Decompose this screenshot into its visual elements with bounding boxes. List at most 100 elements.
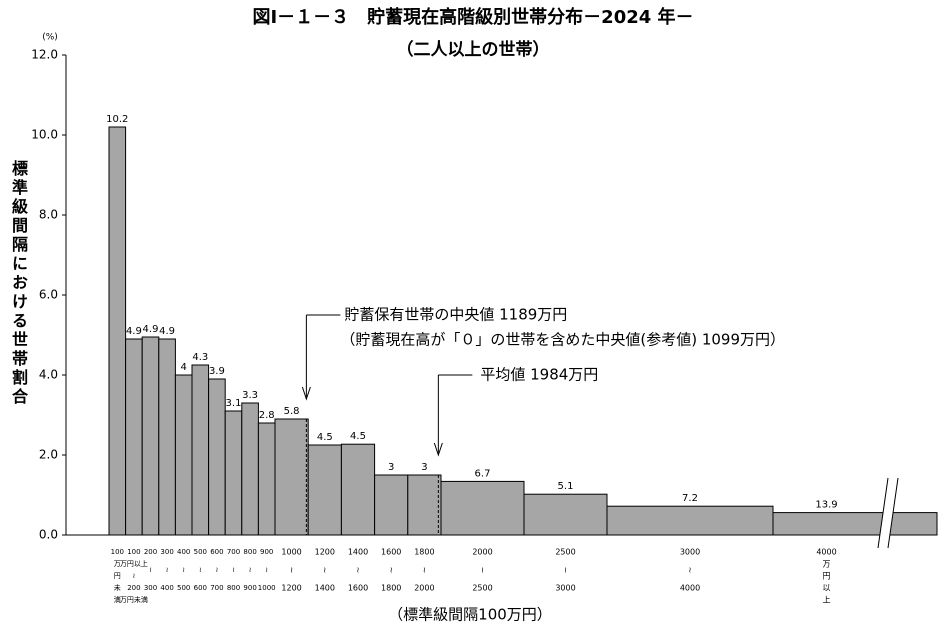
bar — [606, 505, 774, 536]
y-axis-label: 標準級間隔における世帯割合 — [9, 160, 28, 407]
bar — [158, 338, 176, 536]
x-tick-label: 1200 — [281, 584, 301, 593]
x-tick-label: 800 — [227, 584, 240, 592]
x-tick-label: ≀ — [232, 566, 235, 574]
x-tick-label: 3000 — [680, 548, 700, 557]
x-tick-label: 100 — [127, 548, 140, 556]
x-tick-label: 700 — [210, 584, 223, 592]
x-tick-label: 万 — [114, 560, 121, 568]
x-tick-label: 万 — [823, 560, 831, 569]
bar — [125, 338, 143, 536]
x-tick-label: 900 — [243, 584, 256, 592]
bar — [108, 126, 127, 536]
bar — [208, 378, 226, 536]
bar-value-label: 4.9 — [126, 326, 142, 337]
bar — [307, 444, 342, 536]
x-tick-label: 600 — [210, 548, 223, 556]
bar — [772, 512, 938, 536]
bar-value-label: 7.2 — [682, 493, 698, 504]
bar — [174, 374, 193, 536]
bar-value-label: 6.7 — [475, 468, 491, 479]
bar — [340, 443, 376, 536]
x-tick-label: ≀ — [423, 566, 426, 575]
bar — [241, 402, 259, 536]
x-tick-label: 上 — [823, 596, 831, 605]
y-tick-label: 4.0 — [39, 368, 58, 382]
x-tick-label: 以 — [823, 584, 831, 593]
bar-value-label: 4.9 — [159, 326, 175, 337]
x-tick-label: ≀ — [182, 566, 185, 574]
bar-value-label: 4.9 — [143, 324, 159, 335]
bar-value-label: 3.1 — [226, 398, 242, 409]
x-tick-label: 2500 — [472, 584, 492, 593]
bar — [523, 493, 608, 536]
x-tick-label: ≀ — [149, 566, 152, 574]
x-tick-label: ≀ — [357, 566, 360, 575]
x-tick-label: 200 — [127, 584, 140, 592]
bar-value-label: 2.8 — [259, 410, 275, 421]
bar-value-label: 3.9 — [209, 366, 225, 377]
x-tick-label: 400 — [160, 584, 173, 592]
bar — [257, 422, 276, 536]
bar — [407, 474, 442, 536]
x-tick-label: 1200 — [315, 548, 335, 557]
x-tick-label: 1600 — [381, 548, 401, 557]
x-tick-label: ≀ — [290, 566, 293, 575]
y-tick-label: 6.0 — [39, 288, 58, 302]
x-tick-label: ≀ — [323, 566, 326, 575]
y-tick-label: 12.0 — [31, 48, 58, 62]
x-tick-label: 800 — [243, 548, 256, 556]
bar-value-label: 3 — [388, 462, 394, 473]
x-tick-label: 4000 — [816, 548, 836, 557]
bar-value-label: 4 — [181, 362, 187, 373]
x-tick-label: 1800 — [414, 548, 434, 557]
bar-value-label: 13.9 — [815, 500, 837, 511]
x-tick-label: 万円以上 — [120, 559, 148, 568]
bar — [274, 418, 309, 536]
bar-value-label: 3 — [421, 462, 427, 473]
x-tick-label: ≀ — [481, 566, 484, 575]
x-tick-label: 1800 — [381, 584, 401, 593]
y-tick-label: 10.0 — [31, 128, 58, 142]
y-tick-label: 2.0 — [39, 448, 58, 462]
y-tick-label: 0.0 — [39, 528, 58, 542]
annotation-text: 貯蓄保有世帯の中央値 1189万円 — [344, 306, 567, 324]
x-tick-label: ≀ — [689, 566, 692, 575]
x-tick-label: ≀ — [390, 566, 393, 575]
y-tick-label: 8.0 — [39, 208, 58, 222]
axis-break — [877, 477, 889, 549]
x-tick-label: 400 — [177, 548, 190, 556]
bar-value-label: 10.2 — [106, 114, 128, 125]
x-tick-label: 700 — [227, 548, 240, 556]
x-tick-label: 2000 — [414, 584, 434, 593]
x-tick-label: 2000 — [472, 548, 492, 557]
x-tick-label: ≀ — [265, 566, 268, 574]
bar-value-label: 5.1 — [558, 481, 574, 492]
bar — [224, 410, 243, 536]
x-tick-label: 円 — [823, 572, 831, 581]
x-tick-label: 1000 — [258, 584, 276, 592]
arrow-head — [433, 442, 443, 457]
y-unit: (%) — [42, 33, 58, 43]
x-tick-label: 2500 — [555, 548, 575, 557]
x-tick-label: 100 — [111, 548, 124, 556]
annotation-text: （貯蓄現在高が「０」の世帯を含めた中央値(参考値) 1099万円） — [340, 331, 785, 349]
bar — [374, 474, 409, 536]
x-tick-label: 3000 — [555, 584, 575, 593]
x-tick-label: 1400 — [315, 584, 335, 593]
x-tick-label: 900 — [260, 548, 273, 556]
x-tick-label: ≀ — [249, 566, 252, 574]
axis-break — [887, 477, 899, 549]
bar-value-label: 4.5 — [350, 431, 366, 442]
annotation-text: 平均値 1984万円 — [480, 366, 598, 384]
x-tick-label: ≀ — [564, 566, 567, 575]
axis-break — [878, 478, 898, 548]
bar-value-label: 4.3 — [192, 352, 208, 363]
x-tick-label: 500 — [177, 584, 190, 592]
bar-value-label: 4.5 — [317, 432, 333, 443]
bar — [141, 336, 160, 536]
bar-value-label: 3.3 — [242, 390, 258, 401]
bar-value-label: 5.8 — [284, 406, 300, 417]
